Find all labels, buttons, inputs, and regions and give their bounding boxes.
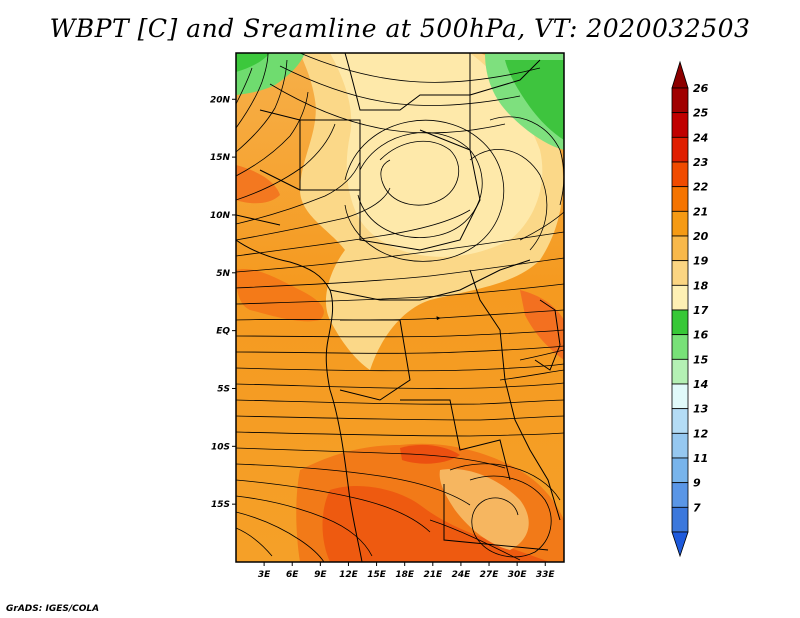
colorbar-swatch bbox=[671, 235, 689, 262]
wbpt-field bbox=[236, 53, 564, 562]
colorbar-label: 16 bbox=[693, 329, 709, 342]
lat-tick-label: 20N bbox=[210, 95, 231, 105]
colorbar-swatch bbox=[671, 87, 689, 114]
lon-tick-label: 3E bbox=[258, 570, 271, 580]
colorbar-under-arrow bbox=[671, 531, 689, 558]
colorbar-over-arrow bbox=[671, 60, 689, 89]
latitude-axis: 20N 15N 10N 5N EQ 5S 10S 15S bbox=[210, 95, 236, 510]
lon-tick-label: 12E bbox=[339, 570, 359, 580]
colorbar: 26 25 24 23 22 21 20 19 18 17 16 15 14 13 12 11 9 7 bbox=[671, 60, 709, 558]
colorbar-label: 17 bbox=[693, 304, 709, 317]
colorbar-swatch bbox=[671, 506, 689, 533]
colorbar-swatch bbox=[671, 383, 689, 410]
lat-tick-label: 15S bbox=[211, 500, 230, 510]
lat-tick-label: EQ bbox=[216, 327, 230, 337]
colorbar-label: 14 bbox=[693, 378, 708, 391]
colorbar-swatch bbox=[671, 334, 689, 360]
colorbar-swatch bbox=[671, 457, 689, 484]
colorbar-label: 13 bbox=[693, 403, 709, 416]
lat-tick-label: 15N bbox=[210, 153, 231, 163]
colorbar-label: 22 bbox=[693, 181, 709, 194]
lat-tick-label: 10S bbox=[211, 442, 230, 452]
cool-core-northwest bbox=[236, 53, 270, 72]
warm-patch-west bbox=[236, 269, 324, 322]
lon-tick-label: 6E bbox=[286, 570, 299, 580]
colorbar-swatch bbox=[671, 112, 689, 138]
lon-tick-label: 21E bbox=[423, 570, 443, 580]
lon-tick-label: 33E bbox=[536, 570, 556, 580]
streamlines bbox=[236, 53, 564, 562]
colorbar-label: 7 bbox=[693, 501, 701, 514]
colorbar-swatch bbox=[671, 432, 689, 459]
colorbar-label: 25 bbox=[693, 107, 709, 120]
colorbar-swatch bbox=[671, 210, 689, 237]
colorbar-label: 19 bbox=[693, 255, 709, 268]
map-title: WBPT [C] and Sreamline at 500hPa, VT: 20… bbox=[49, 14, 751, 43]
lon-tick-label: 9E bbox=[314, 570, 327, 580]
longitude-axis: 3E 6E 9E 12E 15E 18E 21E 24E 27E 30E 33E bbox=[258, 562, 556, 580]
mild-patch-southeast bbox=[439, 469, 529, 550]
colorbar-swatch bbox=[671, 284, 689, 311]
lat-tick-label: 5N bbox=[216, 269, 230, 279]
colorbar-label: 20 bbox=[693, 230, 709, 243]
colorbar-label: 15 bbox=[693, 353, 709, 366]
colorbar-label: 23 bbox=[693, 156, 709, 169]
warm-patch-east bbox=[520, 290, 564, 360]
lon-tick-label: 27E bbox=[480, 570, 500, 580]
colorbar-swatch bbox=[671, 309, 689, 336]
warm-patch-northwest bbox=[236, 165, 280, 204]
grads-credit: GrADS: IGES/COLA bbox=[6, 604, 100, 614]
colorbar-label: 9 bbox=[693, 477, 701, 490]
lat-tick-label: 10N bbox=[210, 211, 231, 221]
colorbar-swatch bbox=[671, 260, 689, 286]
lon-tick-label: 15E bbox=[367, 570, 387, 580]
colorbar-swatch bbox=[671, 408, 689, 434]
colorbar-label: 21 bbox=[693, 205, 708, 218]
map-frame bbox=[235, 52, 565, 563]
lon-tick-label: 30E bbox=[508, 570, 528, 580]
colorbar-label: 11 bbox=[693, 452, 708, 465]
lat-tick-label: 5S bbox=[217, 384, 230, 394]
colorbar-swatch bbox=[671, 358, 689, 385]
colorbar-label: 26 bbox=[693, 82, 709, 95]
zone-18 bbox=[330, 53, 543, 257]
colorbar-label: 18 bbox=[693, 279, 709, 292]
colorbar-label: 24 bbox=[693, 131, 708, 144]
colorbar-swatch bbox=[671, 186, 689, 212]
colorbar-swatch bbox=[671, 161, 689, 188]
lon-tick-label: 24E bbox=[452, 570, 472, 580]
colorbar-label: 12 bbox=[693, 427, 709, 440]
hot-patch-center bbox=[400, 444, 460, 464]
lon-tick-label: 18E bbox=[395, 570, 415, 580]
colorbar-swatch bbox=[671, 482, 689, 508]
colorbar-swatch bbox=[671, 136, 689, 163]
